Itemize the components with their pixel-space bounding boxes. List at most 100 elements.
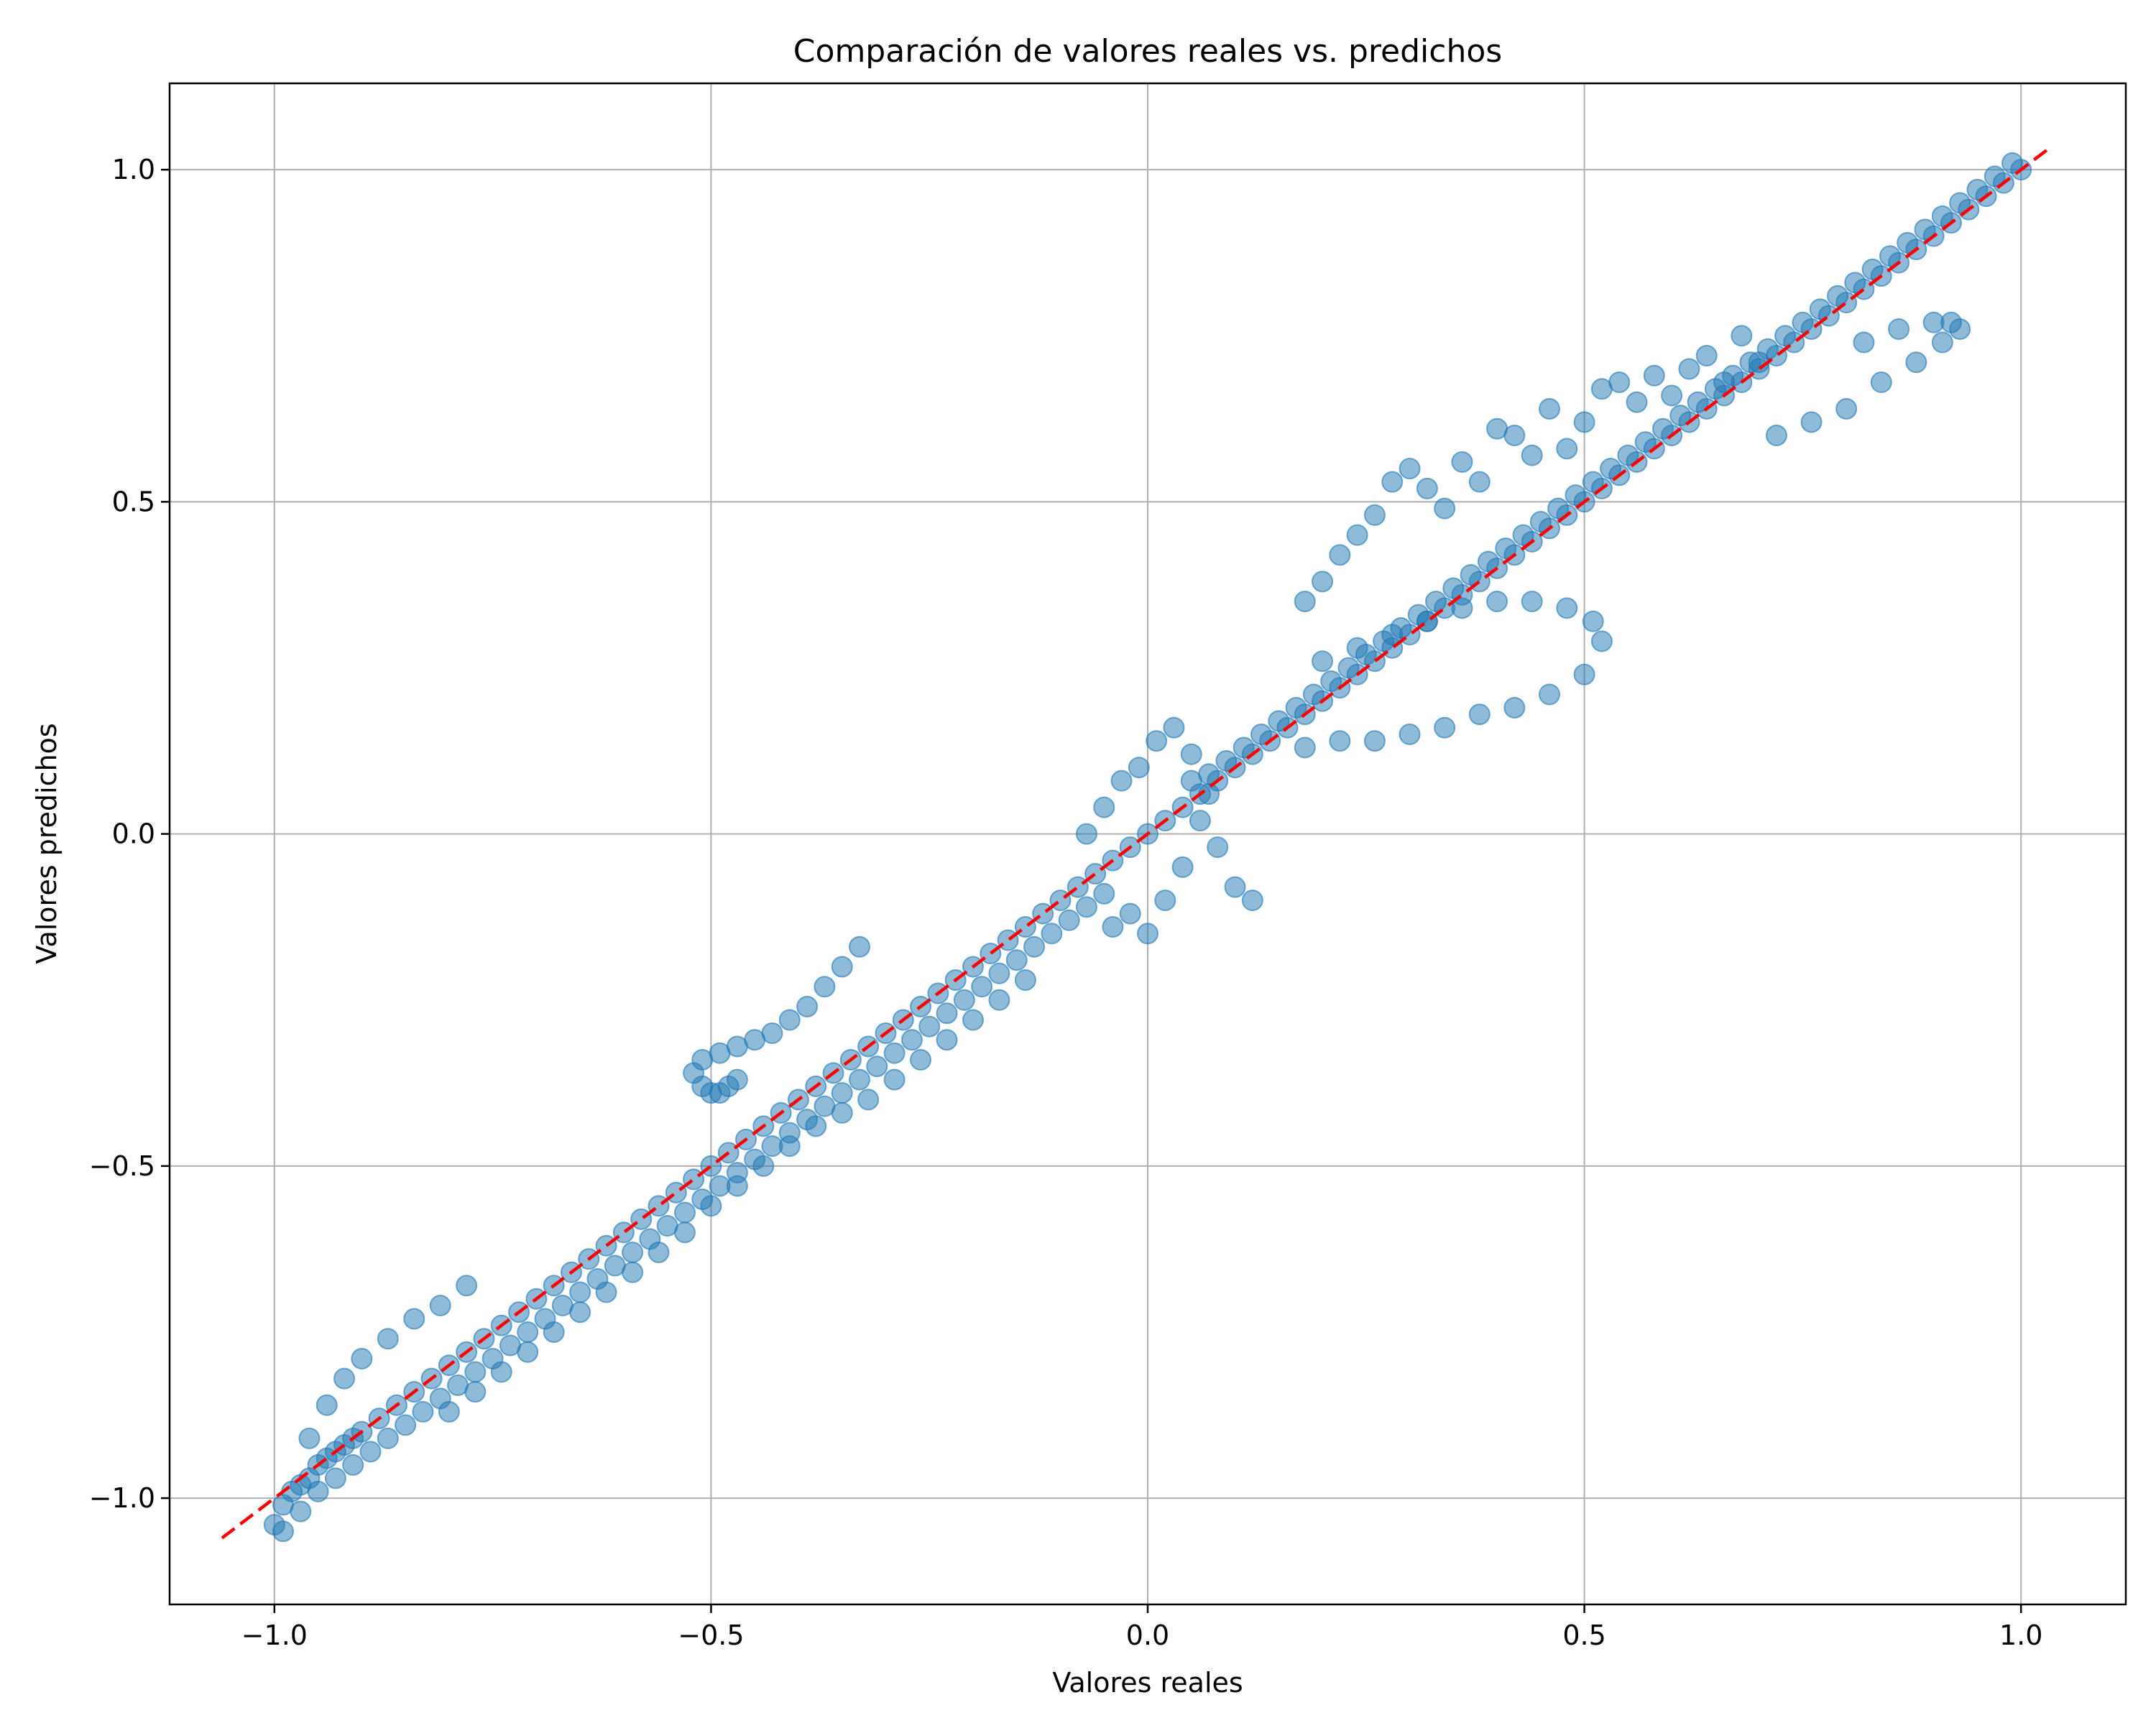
data-point (918, 1015, 941, 1038)
data-point (1984, 165, 2006, 188)
data-point (1093, 796, 1115, 818)
data-point (673, 1221, 696, 1244)
data-point (866, 1055, 888, 1078)
data-point (351, 1347, 373, 1369)
data-point (1573, 411, 1595, 433)
y-tick-label: 0.0 (112, 818, 155, 850)
data-point (1005, 949, 1028, 971)
reference-line (221, 148, 2048, 1540)
data-point (359, 1441, 382, 1463)
data-point (1905, 351, 1927, 374)
data-point (1268, 710, 1290, 732)
data-point (1486, 591, 1508, 613)
y-axis-label: Valores predichos (31, 723, 63, 964)
data-point (778, 1009, 801, 1031)
data-point (1495, 537, 1517, 560)
data-point (1547, 497, 1570, 519)
data-point (1189, 810, 1211, 832)
x-tick-label: −0.5 (678, 1620, 744, 1651)
data-point (831, 956, 853, 978)
data-point (622, 1261, 644, 1283)
data-point (333, 1367, 356, 1390)
data-point (272, 1520, 294, 1543)
data-point (1102, 916, 1124, 938)
data-point (490, 1361, 512, 1383)
data-point (307, 1480, 329, 1502)
data-point (1931, 205, 1953, 227)
data-point (315, 1394, 338, 1416)
data-point (1460, 564, 1482, 586)
chart-title: Comparación de valores reales vs. predic… (793, 33, 1502, 70)
data-point (1320, 670, 1342, 693)
data-point (1093, 882, 1115, 905)
data-point (910, 1048, 932, 1071)
data-point (1678, 358, 1700, 380)
data-point (1041, 923, 1063, 945)
data-point (1582, 471, 1604, 493)
data-point (2001, 152, 2024, 174)
data-point (1521, 444, 1543, 466)
data-point (438, 1400, 460, 1423)
data-point (700, 1195, 722, 1217)
data-point (1075, 823, 1097, 845)
data-point (1302, 683, 1325, 706)
data-point (1363, 730, 1386, 752)
data-point (1695, 345, 1718, 367)
data-point (1180, 743, 1202, 765)
data-point (1468, 471, 1491, 493)
data-point (673, 1201, 696, 1224)
data-point (1241, 890, 1263, 912)
data-point (464, 1361, 487, 1383)
data-point (848, 935, 870, 958)
data-point (403, 1308, 425, 1330)
data-point (1137, 923, 1158, 945)
data-point (569, 1301, 591, 1323)
data-point (1442, 577, 1465, 599)
y-tick-label: −1.0 (89, 1482, 155, 1514)
data-point (1503, 424, 1526, 446)
data-point (962, 1009, 984, 1031)
data-point (1416, 477, 1438, 499)
data-point (831, 1082, 853, 1104)
data-point (953, 989, 975, 1011)
data-point (429, 1294, 451, 1316)
x-tick-label: 1.0 (1999, 1620, 2042, 1651)
data-point (1451, 597, 1473, 619)
data-point (936, 1002, 958, 1025)
data-point (543, 1321, 565, 1343)
data-point (342, 1454, 364, 1476)
data-point (883, 1042, 906, 1064)
x-tick-label: 0.0 (1126, 1620, 1169, 1651)
data-point (1154, 890, 1176, 912)
data-point (324, 1467, 346, 1489)
data-point (1651, 417, 1674, 440)
data-point (377, 1427, 399, 1449)
data-point (1582, 610, 1604, 632)
x-axis-label: Valores reales (1052, 1667, 1243, 1699)
data-point (1381, 471, 1404, 493)
data-point (1888, 318, 1910, 341)
data-point (988, 962, 1010, 984)
data-point (1363, 504, 1386, 526)
data-point (726, 1175, 748, 1197)
data-point (517, 1321, 539, 1343)
data-point (1285, 696, 1307, 719)
data-point (1966, 178, 1989, 200)
data-point (412, 1400, 434, 1423)
data-point (1119, 902, 1141, 925)
data-point (778, 1135, 801, 1158)
data-point (1058, 909, 1080, 931)
data-point (1565, 484, 1587, 507)
data-point (1634, 431, 1657, 453)
data-point (900, 1029, 923, 1051)
data-point (1381, 624, 1404, 646)
data-point (1617, 444, 1639, 466)
data-point (752, 1155, 775, 1177)
data-point (377, 1328, 399, 1350)
data-point (1503, 696, 1526, 719)
data-point (464, 1381, 487, 1403)
data-point (1233, 736, 1255, 759)
data-point (1529, 511, 1552, 533)
data-point (1600, 458, 1622, 480)
